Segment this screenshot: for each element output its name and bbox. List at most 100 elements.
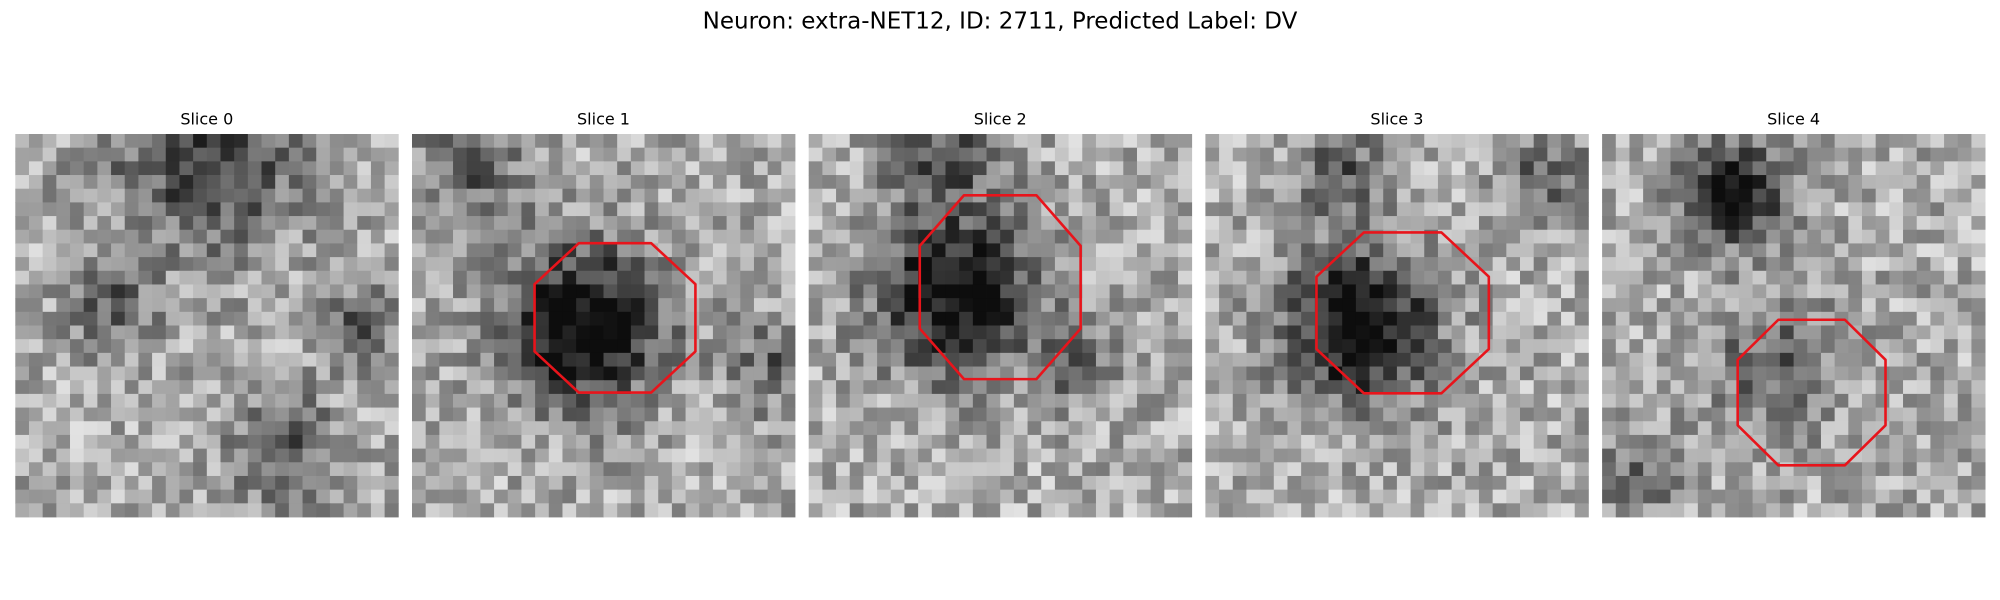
pixel bbox=[1506, 448, 1521, 463]
pixel bbox=[1697, 421, 1712, 436]
pixel bbox=[1889, 462, 1904, 477]
pixel bbox=[548, 475, 563, 491]
pixel bbox=[316, 284, 331, 299]
pixel bbox=[507, 188, 522, 203]
pixel bbox=[1820, 134, 1836, 149]
pixel bbox=[753, 421, 769, 436]
pixel bbox=[124, 202, 139, 217]
pixel bbox=[1013, 366, 1028, 381]
pixel bbox=[1314, 229, 1329, 244]
pixel bbox=[1506, 366, 1521, 381]
pixel bbox=[1164, 434, 1179, 450]
pixel bbox=[1944, 270, 1959, 285]
pixel bbox=[1437, 284, 1453, 299]
pixel bbox=[863, 298, 878, 313]
pixel bbox=[1752, 489, 1767, 504]
pixel bbox=[1451, 134, 1466, 149]
pixel bbox=[466, 284, 481, 299]
pixel bbox=[439, 298, 454, 313]
pixel bbox=[1068, 175, 1083, 190]
pixel bbox=[740, 216, 755, 231]
pixel bbox=[918, 366, 933, 381]
pixel bbox=[1903, 421, 1918, 436]
pixel bbox=[658, 229, 673, 244]
pixel bbox=[1123, 366, 1138, 381]
pixel bbox=[1697, 352, 1712, 367]
pixel bbox=[1561, 325, 1576, 340]
pixel bbox=[671, 489, 686, 504]
pixel bbox=[206, 161, 221, 176]
pixel bbox=[1629, 434, 1644, 450]
pixel bbox=[1615, 147, 1630, 162]
pixel bbox=[699, 284, 714, 299]
panel-title: Slice 3 bbox=[1370, 110, 1423, 129]
pixel bbox=[1848, 298, 1863, 313]
pixel bbox=[699, 202, 714, 217]
pixel bbox=[1041, 380, 1056, 395]
pixel bbox=[1369, 393, 1384, 408]
pixel bbox=[247, 202, 262, 217]
pixel bbox=[890, 243, 905, 258]
pixel bbox=[1848, 202, 1863, 217]
pixel bbox=[562, 339, 577, 354]
pixel bbox=[1834, 352, 1849, 367]
pixel bbox=[1260, 298, 1275, 313]
pixel bbox=[343, 462, 358, 477]
pixel bbox=[329, 216, 344, 231]
pixel bbox=[617, 175, 632, 190]
pixel bbox=[1396, 175, 1411, 190]
pixel bbox=[1533, 161, 1548, 176]
pixel bbox=[179, 134, 194, 149]
pixel bbox=[1451, 339, 1466, 354]
pixel bbox=[1123, 216, 1138, 231]
pixel bbox=[1465, 202, 1480, 217]
pixel bbox=[1574, 147, 1589, 162]
pixel bbox=[302, 448, 317, 463]
pixel bbox=[1574, 216, 1589, 231]
pixel bbox=[138, 475, 153, 491]
pixel bbox=[1848, 311, 1863, 326]
pixel bbox=[1041, 475, 1056, 491]
pixel bbox=[945, 339, 960, 354]
pixel bbox=[890, 393, 905, 408]
pixel bbox=[1082, 161, 1097, 176]
pixel bbox=[535, 257, 550, 272]
pixel bbox=[1232, 380, 1247, 395]
pixel bbox=[1424, 421, 1439, 436]
pixel bbox=[630, 257, 645, 272]
pixel bbox=[1328, 270, 1343, 285]
pixel bbox=[206, 175, 221, 190]
pixel bbox=[370, 147, 386, 162]
pixel bbox=[261, 229, 276, 244]
pixel bbox=[1451, 325, 1466, 340]
pixel bbox=[1287, 229, 1302, 244]
pixel bbox=[111, 462, 126, 477]
pixel bbox=[234, 175, 249, 190]
pixel bbox=[617, 202, 632, 217]
pixel bbox=[97, 475, 112, 491]
pixel bbox=[1793, 270, 1808, 285]
pixel bbox=[111, 284, 126, 299]
pixel bbox=[1328, 462, 1343, 477]
pixel bbox=[480, 448, 495, 463]
pixel bbox=[1643, 216, 1658, 231]
pixel bbox=[1916, 147, 1931, 162]
pixel bbox=[343, 257, 358, 272]
pixel bbox=[712, 489, 728, 504]
pixel bbox=[111, 407, 126, 422]
pixel bbox=[439, 188, 454, 203]
pixel bbox=[1520, 380, 1535, 395]
pixel bbox=[247, 421, 262, 436]
pixel bbox=[1054, 434, 1069, 450]
pixel bbox=[1246, 284, 1261, 299]
pixel bbox=[316, 421, 331, 436]
pixel bbox=[781, 284, 796, 299]
pixel bbox=[890, 462, 905, 477]
pixel bbox=[1752, 298, 1767, 313]
pixel bbox=[1533, 380, 1548, 395]
pixel bbox=[644, 352, 659, 367]
pixel bbox=[904, 380, 919, 395]
pixel bbox=[1273, 503, 1288, 518]
pixel bbox=[1725, 421, 1740, 436]
pixel bbox=[1150, 339, 1165, 354]
